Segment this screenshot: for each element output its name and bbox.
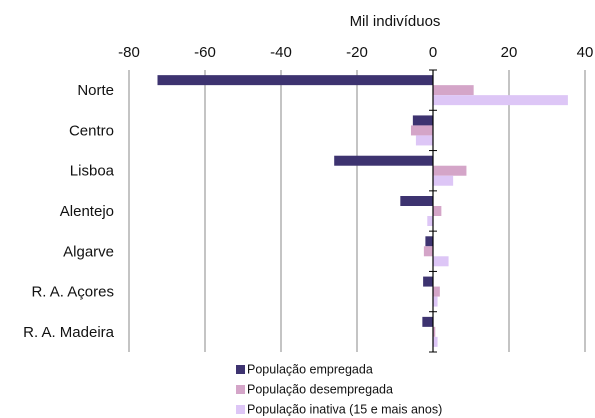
legend-label: População inativa (15 e mais anos) xyxy=(247,403,442,417)
bar xyxy=(433,286,440,297)
x-tick-label: -40 xyxy=(270,44,292,61)
category-label: R. A. Açores xyxy=(31,284,114,301)
bar xyxy=(410,125,433,136)
legend-label: População empregada xyxy=(247,363,373,377)
bar xyxy=(433,175,454,186)
category-label: Alentejo xyxy=(60,203,114,220)
bar xyxy=(422,316,433,327)
category-labels: Norte Centro Lisboa Alentejo Algarve R. A. Aç… xyxy=(23,82,115,341)
gridlines xyxy=(128,70,586,352)
x-tick-labels: -80 -60 -40 -20 0 20 40 xyxy=(118,44,593,61)
x-tick-label: -60 xyxy=(194,44,216,61)
bar xyxy=(433,256,449,267)
bar xyxy=(415,135,433,146)
bar xyxy=(412,115,433,126)
category-label: Centro xyxy=(69,122,114,139)
bar xyxy=(334,155,433,166)
bar xyxy=(400,196,433,206)
bar xyxy=(433,336,438,347)
category-label: R. A. Madeira xyxy=(23,324,115,341)
x-tick-label: 40 xyxy=(577,44,594,61)
bar xyxy=(423,276,433,287)
category-label: Lisboa xyxy=(70,163,115,180)
category-label: Algarve xyxy=(63,243,114,260)
legend-label: População desempregada xyxy=(247,383,393,397)
legend-swatch xyxy=(236,405,245,414)
x-tick-label: -20 xyxy=(346,44,368,61)
bar xyxy=(157,75,433,86)
bar xyxy=(423,246,433,257)
x-tick-label: -80 xyxy=(118,44,140,61)
legend: População empregada População desempregad… xyxy=(236,363,442,417)
bar xyxy=(433,165,467,176)
bar xyxy=(427,216,433,226)
bar xyxy=(433,296,438,307)
zero-axis xyxy=(429,69,437,353)
legend-swatch xyxy=(236,365,245,374)
x-tick-label: 0 xyxy=(429,44,437,61)
bar xyxy=(425,236,433,247)
legend-swatch xyxy=(236,385,245,394)
bars xyxy=(157,75,568,347)
bar xyxy=(433,326,436,337)
bar xyxy=(433,95,568,106)
x-axis-title: Mil indivíduos xyxy=(350,13,441,30)
bar xyxy=(433,206,442,216)
bar xyxy=(433,85,474,96)
category-label: Norte xyxy=(77,82,114,99)
x-tick-label: 20 xyxy=(501,44,518,61)
